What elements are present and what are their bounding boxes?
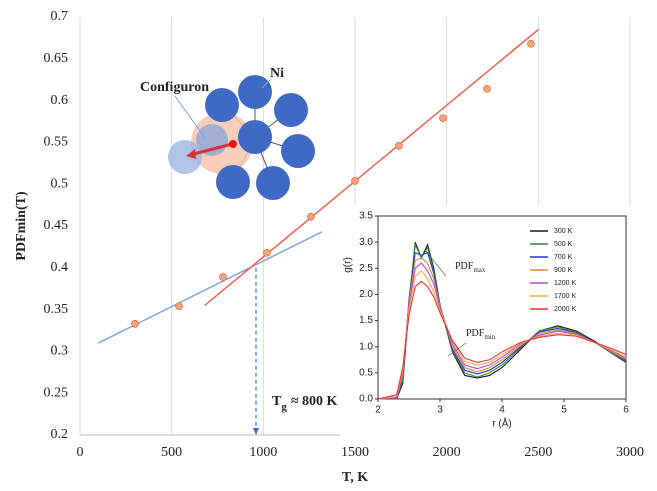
legend-label: 900 K (554, 267, 573, 274)
data-point (219, 273, 227, 281)
diagram-label: Configuron (140, 80, 209, 95)
inset-x-title: r (Å) (492, 417, 511, 430)
data-point (307, 212, 315, 221)
gr-curve (377, 257, 627, 400)
y-tick-label: 0.4 (51, 260, 69, 275)
annotation-text: PDF (455, 261, 474, 272)
inset-chart: 2 3 4 5 6 0.0 0.5 1.0 1.5 2.0 2.5 3.0 3.5 r (Å) g(r) 30… (340, 205, 635, 442)
jump-arrow (189, 142, 233, 157)
x-tick-label: 6 (623, 405, 629, 416)
annotation-leader (447, 342, 467, 357)
data-point (483, 84, 491, 93)
y-tick-label: 1.0 (359, 341, 373, 352)
y-tick-label: 2.0 (359, 289, 373, 300)
gr-curve (377, 270, 627, 400)
ni-atom (216, 165, 250, 199)
ni-atom (238, 75, 272, 109)
fit-line (97, 231, 323, 344)
x-tick-label: 1500 (341, 445, 369, 460)
gr-curve (377, 280, 627, 400)
y-tick-label: 3.0 (359, 237, 373, 248)
data-point (395, 141, 403, 150)
leader (174, 95, 206, 139)
bond-center (229, 140, 237, 148)
leader (261, 79, 271, 89)
annotation-text: PDF (466, 328, 485, 339)
y-tick-label: 0.35 (44, 302, 69, 317)
y-tick-label: 0.6 (51, 93, 69, 108)
y-tick-label: 0.5 (359, 367, 373, 378)
tg-label: Tg ≈ 800 K (272, 394, 338, 412)
x-tick-label: 5 (561, 405, 567, 416)
tg-subscript: g (281, 401, 287, 413)
x-tick-label: 500 (161, 445, 182, 460)
fit-line (204, 28, 539, 306)
annotation-leader (424, 249, 447, 277)
tg-value: ≈ 800 K (291, 394, 338, 409)
arrow-head (253, 428, 259, 435)
y-tick-label: 3.5 (359, 211, 373, 222)
x-tick-label: 1000 (249, 445, 277, 460)
y-tick-label: 2.5 (359, 263, 373, 274)
y-tick-label: 0.65 (44, 51, 69, 66)
data-point (439, 114, 447, 123)
x-tick-label: 2000 (433, 445, 461, 460)
data-point (527, 39, 535, 48)
gr-curve (378, 251, 627, 400)
data-point (175, 302, 183, 311)
annotation: PDFmax (455, 261, 486, 273)
x-tick-label: 2 (375, 405, 381, 416)
annotation-subscript: max (473, 266, 486, 274)
configuron-diagram: Configuron Ni (140, 66, 315, 200)
x-axis-title: T, K (342, 470, 368, 485)
gr-curve (377, 262, 627, 400)
y-tick-label: 1.5 (359, 315, 373, 326)
diagram-label: Ni (270, 66, 284, 81)
annotation: PDFmin (466, 328, 496, 340)
y-tick-label: 0.45 (44, 218, 69, 233)
legend-label: 700 K (554, 254, 573, 261)
data-point (131, 319, 139, 328)
ni-atom (274, 93, 308, 127)
arrow-head (186, 149, 196, 159)
ni-atom-moved (168, 140, 202, 174)
y-tick-label: 0.55 (44, 135, 69, 150)
x-tick-label: 2500 (524, 445, 552, 460)
annotation-subscript: min (484, 333, 495, 341)
ni-atom (256, 166, 290, 200)
x-tick-label: 3 (437, 405, 443, 416)
tg-symbol: T (272, 394, 282, 409)
legend-label: 1700 K (554, 293, 577, 300)
ni-atom (205, 88, 239, 122)
y-tick-label: 0.2 (51, 427, 69, 442)
y-tick-label: 0.7 (51, 9, 69, 24)
y-tick-label: 0.5 (51, 176, 69, 191)
inset-y-title: g(r) (343, 257, 354, 273)
y-tick-label: 0.25 (44, 385, 69, 400)
y-tick-label: 0.0 (359, 394, 373, 405)
x-tick-label: 0 (77, 445, 84, 460)
ni-atom-center (238, 120, 272, 154)
legend-label: 1200 K (554, 280, 577, 287)
inset-background (340, 205, 635, 442)
legend-label: 300 K (554, 228, 573, 235)
legend-label: 2000 K (554, 306, 577, 313)
inset-frame (377, 215, 627, 400)
data-point (263, 248, 271, 257)
ni-atom (281, 134, 315, 168)
data-point (351, 176, 359, 185)
y-axis-title: PDFmin(T) (14, 191, 29, 261)
x-tick-label: 3000 (616, 445, 644, 460)
y-tick-label: 0.3 (51, 344, 69, 359)
legend-label: 500 K (554, 241, 573, 248)
x-tick-label: 4 (499, 405, 505, 416)
